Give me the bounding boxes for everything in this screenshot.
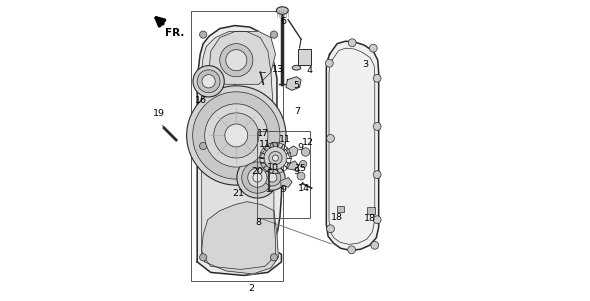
Circle shape	[264, 169, 281, 186]
Circle shape	[268, 173, 277, 182]
Circle shape	[199, 254, 207, 261]
Text: 15: 15	[295, 164, 307, 173]
Circle shape	[270, 142, 277, 150]
Circle shape	[273, 155, 278, 161]
Circle shape	[237, 157, 278, 198]
Circle shape	[373, 171, 381, 178]
Circle shape	[270, 31, 277, 38]
Circle shape	[199, 142, 207, 150]
Circle shape	[248, 168, 267, 187]
Circle shape	[219, 44, 253, 77]
Bar	[257, 131, 310, 218]
Circle shape	[260, 165, 285, 190]
Text: 5: 5	[293, 81, 300, 90]
Polygon shape	[287, 161, 299, 170]
Bar	[298, 49, 311, 65]
Circle shape	[373, 216, 381, 224]
Circle shape	[269, 151, 282, 165]
Polygon shape	[286, 77, 301, 90]
Polygon shape	[197, 26, 281, 275]
Circle shape	[373, 123, 381, 130]
Circle shape	[371, 241, 379, 249]
Circle shape	[373, 74, 381, 82]
Circle shape	[297, 172, 305, 180]
Bar	[336, 206, 344, 212]
Text: 14: 14	[297, 184, 309, 193]
Polygon shape	[202, 202, 278, 274]
Circle shape	[202, 75, 215, 88]
Polygon shape	[209, 32, 276, 84]
Text: 19: 19	[153, 109, 165, 118]
Text: 3: 3	[363, 60, 369, 69]
Bar	[367, 207, 375, 214]
Circle shape	[225, 124, 248, 147]
Text: 20: 20	[251, 167, 263, 176]
Text: 2: 2	[248, 284, 254, 293]
Text: 21: 21	[232, 189, 244, 198]
Polygon shape	[281, 178, 292, 187]
Text: 9: 9	[297, 143, 303, 152]
Text: 17: 17	[257, 129, 268, 138]
Text: 11: 11	[278, 135, 290, 144]
Text: 12: 12	[302, 138, 314, 147]
Text: 8: 8	[255, 218, 261, 227]
Circle shape	[214, 113, 259, 158]
Text: 6: 6	[281, 17, 287, 26]
Circle shape	[327, 135, 335, 142]
Circle shape	[270, 254, 277, 261]
Circle shape	[348, 246, 356, 254]
Circle shape	[186, 86, 286, 185]
Text: 7: 7	[294, 107, 300, 116]
Text: 4: 4	[306, 66, 313, 75]
Text: 9: 9	[293, 167, 300, 176]
Circle shape	[193, 92, 280, 179]
Circle shape	[253, 173, 262, 182]
Text: 18: 18	[330, 213, 343, 222]
Polygon shape	[202, 32, 276, 269]
Circle shape	[197, 70, 220, 93]
Circle shape	[301, 148, 310, 156]
Circle shape	[300, 160, 307, 168]
Circle shape	[327, 225, 335, 233]
Text: 13: 13	[272, 65, 284, 74]
Circle shape	[193, 66, 224, 97]
Polygon shape	[326, 41, 379, 250]
Text: 18: 18	[364, 214, 376, 223]
Bar	[191, 11, 283, 281]
Circle shape	[205, 104, 268, 167]
Text: FR.: FR.	[165, 28, 184, 38]
Circle shape	[326, 59, 333, 67]
Text: 9: 9	[281, 185, 287, 194]
Circle shape	[348, 39, 356, 47]
Circle shape	[242, 162, 273, 193]
Polygon shape	[287, 146, 298, 157]
Ellipse shape	[276, 7, 289, 14]
Circle shape	[264, 147, 287, 169]
Text: 16: 16	[195, 96, 206, 105]
Ellipse shape	[292, 65, 301, 70]
Circle shape	[199, 31, 207, 38]
Circle shape	[369, 44, 377, 52]
Text: 10: 10	[267, 163, 279, 172]
Text: 11: 11	[259, 140, 271, 149]
Circle shape	[226, 50, 247, 71]
